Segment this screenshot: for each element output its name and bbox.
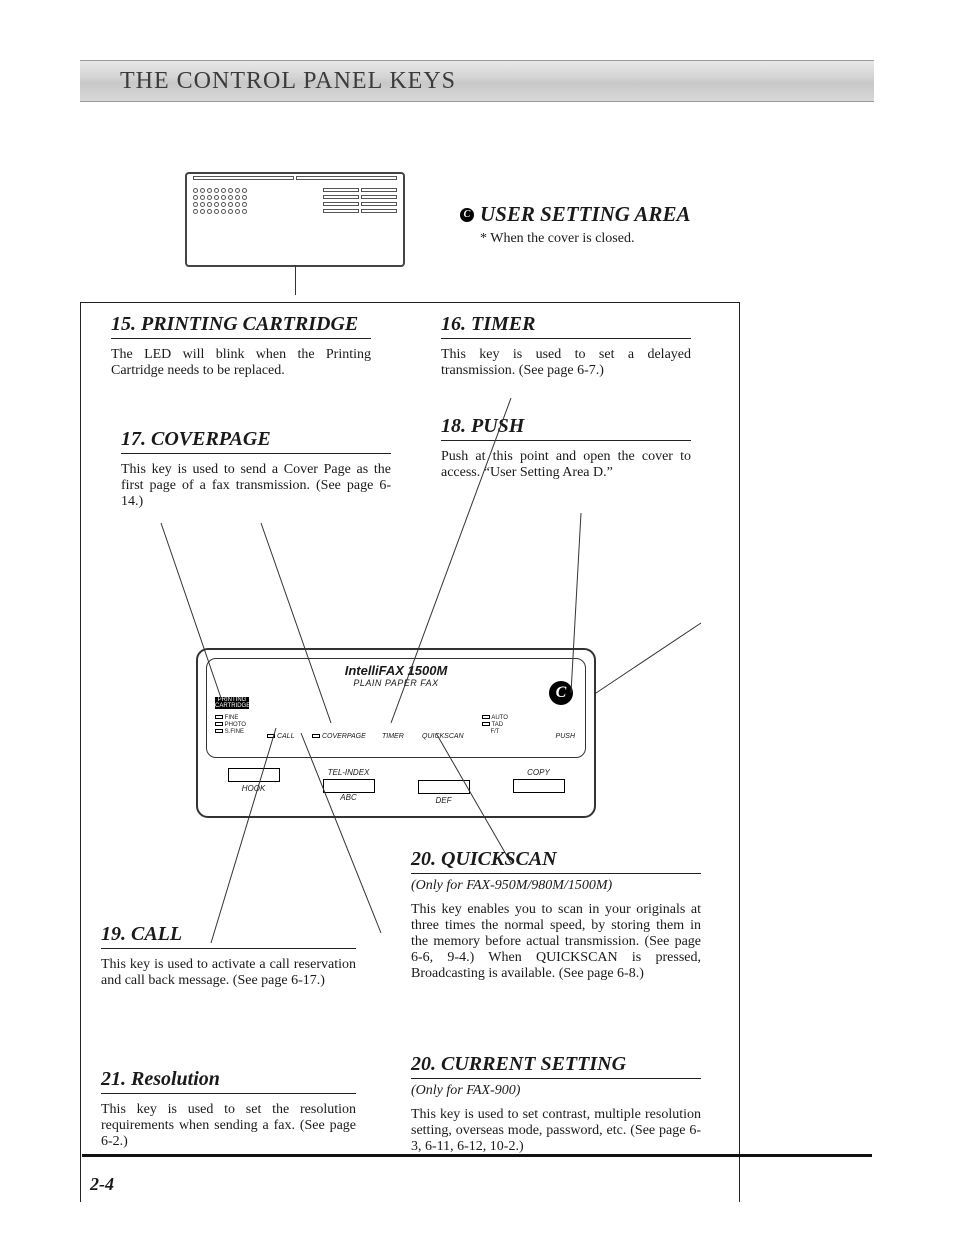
s20b-body: This key is used to set contrast, multip… [411, 1107, 701, 1155]
s16-title: 16. TIMER [441, 313, 691, 339]
s21-body: This key is used to set the resolution r… [101, 1102, 356, 1150]
s20b-title: 20. CURRENT SETTING [411, 1053, 701, 1079]
lbl-fine: FINE [225, 715, 239, 721]
device-model: IntelliFAX 1500M [215, 663, 577, 678]
s15-body: The LED will blink when the Printing Car… [111, 347, 371, 379]
s20b-sub: (Only for FAX-900) [411, 1083, 701, 1099]
s18-body: Push at this point and open the cover to… [441, 449, 691, 481]
banner-title: THE CONTROL PANEL KEYS [120, 68, 456, 95]
area-title-text: USER SETTING AREA [480, 202, 690, 227]
area-badge: C [460, 208, 474, 222]
lbl-push: PUSH [556, 733, 575, 740]
lbl-abc: ABC [340, 793, 356, 802]
keys-panel: 15. PRINTING CARTRIDGE The LED will blin… [80, 302, 740, 1202]
lbl-auto: AUTO [491, 715, 508, 721]
device-badge: C [549, 681, 573, 705]
lbl-timer: TIMER [382, 733, 404, 740]
lbl-def: DEF [436, 796, 452, 805]
lbl-coverpage: COVERPAGE [322, 733, 366, 740]
s15-title: 15. PRINTING CARTRIDGE [111, 313, 371, 339]
page-number: 2-4 [90, 1174, 114, 1195]
lbl-call: CALL [277, 733, 295, 740]
s19-body: This key is used to activate a call rese… [101, 957, 356, 989]
s20a-body: This key enables you to scan in your ori… [411, 902, 701, 982]
device-diagram: IntelliFAX 1500M PLAIN PAPER FAX C PRINT… [196, 648, 596, 818]
lbl-copy: COPY [527, 768, 550, 777]
s17-title: 17. COVERPAGE [121, 428, 391, 454]
s18-title: 18. PUSH [441, 415, 691, 441]
page-banner: THE CONTROL PANEL KEYS [80, 60, 874, 102]
s19-title: 19. CALL [101, 923, 356, 949]
s21-title: 21. Resolution [101, 1068, 356, 1094]
lbl-ft: F/T [482, 729, 508, 736]
area-note: * When the cover is closed. [480, 231, 690, 247]
s16-body: This key is used to set a delayed transm… [441, 347, 691, 379]
lbl-telindex: TEL-INDEX [328, 768, 370, 777]
s20a-sub: (Only for FAX-950M/980M/1500M) [411, 878, 701, 894]
s20a-title: 20. QUICKSCAN [411, 848, 701, 874]
mini-device-illustration [185, 172, 405, 267]
device-subtitle: PLAIN PAPER FAX [215, 678, 577, 688]
printing-cart-label: PRINTING CARTRIDGE [215, 697, 249, 709]
lbl-tad: TAD [492, 722, 504, 728]
lbl-quickscan: QUICKSCAN [422, 733, 464, 740]
lbl-sfine: S.FINE [225, 729, 244, 735]
user-setting-area: C USER SETTING AREA * When the cover is … [460, 202, 690, 247]
lbl-photo: PHOTO [225, 722, 246, 728]
footer-rule [82, 1154, 872, 1157]
s17-body: This key is used to send a Cover Page as… [121, 462, 391, 510]
lbl-hook: HOOK [242, 784, 266, 793]
